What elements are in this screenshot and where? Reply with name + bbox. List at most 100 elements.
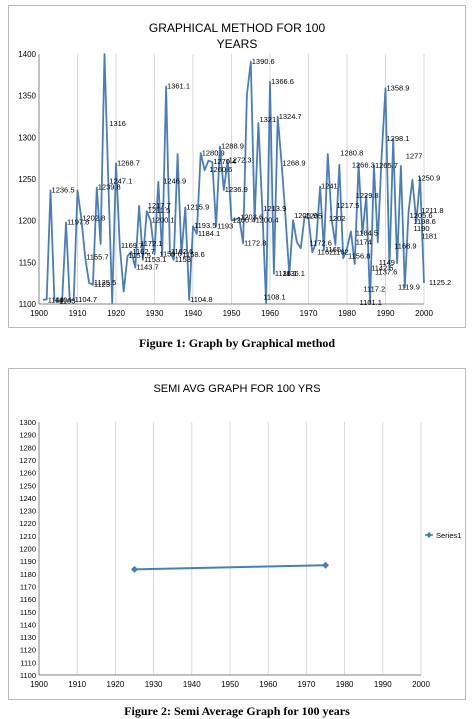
data-label: 1162.6 xyxy=(171,247,193,256)
y-tick-label: 1300 xyxy=(19,418,36,427)
data-label: 1211.5 xyxy=(148,206,170,215)
chart-title: SEMI AVG GRAPH FOR 100 YRS xyxy=(153,383,320,395)
data-label: 1200.4 xyxy=(233,215,256,224)
y-tick-label: 1250 xyxy=(19,481,36,490)
data-label: 1162 xyxy=(333,247,349,256)
data-label: 1288.9 xyxy=(221,142,244,151)
data-label: 1200.1 xyxy=(152,216,175,225)
data-label: 1270.4 xyxy=(213,157,236,166)
data-label: 1162 xyxy=(317,247,333,256)
y-tick-label: 1170 xyxy=(20,582,36,591)
data-label: 1236.5 xyxy=(52,185,75,194)
y-tick-label: 1350 xyxy=(18,92,36,101)
data-label: 1324.7 xyxy=(279,112,302,121)
data-label: 1366.6 xyxy=(271,77,294,86)
x-tick-label: 1990 xyxy=(377,309,395,318)
x-tick-label: 1910 xyxy=(69,309,87,318)
data-label: 1250.9 xyxy=(417,173,440,182)
y-tick-label: 1140 xyxy=(20,620,36,629)
data-label: 1205.6 xyxy=(410,211,433,220)
data-label: 1153.1 xyxy=(144,255,166,264)
y-tick-label: 1220 xyxy=(19,519,36,528)
y-tick-label: 1240 xyxy=(19,494,36,503)
y-tick-label: 1120 xyxy=(20,646,36,655)
data-label: 1101.1 xyxy=(360,298,382,307)
x-tick-label: 1940 xyxy=(184,309,202,318)
figure-2-caption: Figure 2: Semi Average Graph for 100 yea… xyxy=(124,704,350,718)
data-label: 1229.8 xyxy=(356,191,379,200)
data-label: 1217.5 xyxy=(336,201,359,210)
data-label: 1172.1 xyxy=(140,239,162,248)
data-label: 1157.5 xyxy=(129,251,151,260)
data-label: 1169.7 xyxy=(121,241,143,250)
data-label: 1321 xyxy=(259,115,276,124)
data-label: 1272.3 xyxy=(229,155,252,164)
y-tick-label: 1100 xyxy=(19,300,37,309)
data-label: 1390.6 xyxy=(252,57,275,66)
y-tick-label: 1110 xyxy=(20,658,36,667)
x-tick-label: 2000 xyxy=(415,309,433,318)
x-tick-label: 1970 xyxy=(300,309,318,318)
data-label: 1236.9 xyxy=(225,185,248,194)
y-tick-label: 1400 xyxy=(18,50,36,59)
data-label: 1260.6 xyxy=(209,165,232,174)
x-tick-label: 1950 xyxy=(223,309,241,318)
data-label: 1104.7 xyxy=(75,295,97,304)
y-tick-label: 1270 xyxy=(19,456,36,465)
x-tick-label: 1980 xyxy=(336,680,354,689)
x-tick-label: 1970 xyxy=(298,680,316,689)
data-label: 1168.9 xyxy=(394,242,416,251)
legend-marker xyxy=(426,532,432,538)
series1-marker xyxy=(131,565,138,573)
data-label: 1165 xyxy=(325,245,341,254)
data-label: 1316 xyxy=(109,119,126,128)
data-label: 1277 xyxy=(406,152,423,161)
data-label: 1213.9 xyxy=(263,204,286,213)
x-tick-label: 1950 xyxy=(221,680,239,689)
y-tick-label: 1150 xyxy=(19,258,37,267)
data-label: 1202 xyxy=(329,214,346,223)
y-tick-label: 1200 xyxy=(18,217,36,226)
series-line xyxy=(42,53,425,305)
data-label: 1200.4 xyxy=(256,215,279,224)
data-label: 1197.8 xyxy=(67,218,89,227)
data-label: 1215.9 xyxy=(186,202,209,211)
data-label: 1280.8 xyxy=(340,148,363,157)
data-label: 1266.3 xyxy=(352,160,375,169)
data-label: 1184.1 xyxy=(198,229,220,238)
data-label: 1136.1 xyxy=(275,269,297,278)
chart-title-line: YEARS xyxy=(217,37,258,51)
data-label: 1162.7 xyxy=(132,247,154,256)
data-label: 1172.6 xyxy=(310,239,332,248)
data-label: 1193.5 xyxy=(194,221,216,230)
data-label: 1143.7 xyxy=(136,263,158,272)
data-label: 1280.9 xyxy=(202,148,225,157)
data-label: 1174 xyxy=(356,237,372,246)
data-label: 1125.5 xyxy=(94,278,116,287)
x-tick-label: 1900 xyxy=(30,680,48,689)
semi-average-chart: SEMI AVG GRAPH FOR 100 YRS 1900 1910 1920 19… xyxy=(19,383,461,689)
data-label: 1142.5 xyxy=(371,264,393,273)
data-label: 1361.1 xyxy=(167,81,190,90)
data-label: 1153 xyxy=(175,255,191,264)
data-label: 1117.2 xyxy=(363,285,385,294)
x-tick-label: 1990 xyxy=(374,680,392,689)
data-label: 1217.7 xyxy=(148,201,171,210)
data-label: 1103 xyxy=(59,297,75,306)
x-tick-label: 1960 xyxy=(259,680,277,689)
data-label: 1104 xyxy=(48,296,64,305)
data-label: 1202.8 xyxy=(82,213,105,222)
data-label: 1268.9 xyxy=(283,158,306,167)
data-label: 1137.6 xyxy=(375,268,397,277)
data-label: 1190 xyxy=(413,224,429,233)
x-tick-label: 1980 xyxy=(338,309,356,318)
legend-series1-label: Series1 xyxy=(436,531,461,540)
y-tick-label: 1280 xyxy=(19,443,36,452)
chart-panel-graphical-method: GRAPHICAL METHOD FOR 100 YEARS 1900 1910 192… xyxy=(8,5,466,328)
x-tick-label: 1930 xyxy=(146,309,164,318)
series1-marker xyxy=(322,561,329,569)
y-tick-label: 1250 xyxy=(18,175,36,184)
x-tick-label: 1940 xyxy=(183,680,201,689)
chart-title-line: GRAPHICAL METHOD FOR 100 xyxy=(149,21,326,35)
x-tick-label: 2000 xyxy=(412,680,430,689)
